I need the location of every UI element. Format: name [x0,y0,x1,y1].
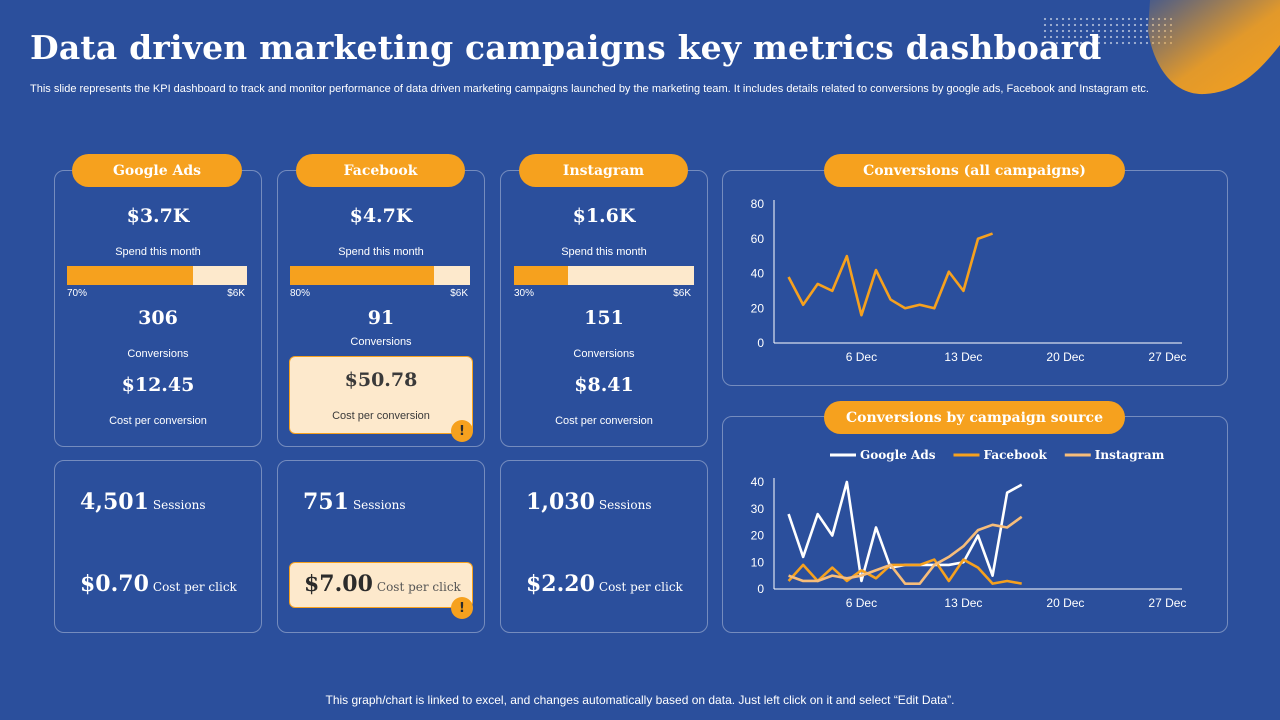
conversions-by-source-chart: 0 10 20 30 40 6 Dec 13 Dec 20 Dec 27 Dec Google A… [751,448,1187,610]
spend-percent-label: 70% [67,288,88,299]
y-tick-label: 30 [751,502,765,516]
spend-max-label: $6K [227,288,245,299]
cost-per-click-value: $0.70 [80,571,149,597]
sessions-value: 751 [303,489,349,515]
cost-per-conversion-highlight: $50.78 Cost per conversion [289,356,473,434]
sessions-label: Sessions [598,498,652,512]
spend-progress-fill [514,266,568,285]
x-tick-label: 6 Dec [846,596,877,610]
spend-value: $4.7K [349,205,413,227]
cost-per-click-label: Cost per click [376,580,461,594]
spend-progress-bar [290,266,470,285]
legend-label: Facebook [983,448,1047,462]
facebook-header-pill: Facebook [296,154,465,187]
x-tick-label: 6 Dec [846,350,877,364]
sessions-label: Sessions [152,498,206,512]
x-tick-label: 27 Dec [1148,350,1186,364]
conversions-by-source-title-pill: Conversions by campaign source [824,401,1125,434]
spend-progress-fill [67,266,193,285]
sessions-value: 4,501 [80,489,149,515]
spend-percent-label: 80% [290,288,311,299]
decorative-orange-shape [1148,0,1280,95]
instagram-header-pill: Instagram [519,154,688,187]
y-tick-label: 80 [751,197,765,211]
x-tick-label: 13 Dec [944,596,982,610]
x-tick-label: 20 Dec [1046,596,1084,610]
y-tick-label: 20 [751,529,765,543]
cost-per-conversion-value: $8.41 [574,374,634,396]
conversions-label: Conversions [127,348,189,360]
cost-per-conversion-label: Cost per conversion [109,415,207,427]
legend-label: Google Ads [860,448,936,462]
x-tick-label: 20 Dec [1046,350,1084,364]
spend-label: Spend this month [338,246,424,258]
y-tick-label: 40 [751,475,765,489]
spend-max-label: $6K [673,288,691,299]
sessions-value: 1,030 [526,489,595,515]
y-tick-label: 60 [751,232,765,246]
spend-value: $3.7K [126,205,190,227]
y-tick-label: 0 [757,582,764,596]
google-ads-header-pill: Google Ads [72,154,242,187]
legend-label: Instagram [1095,448,1165,462]
cost-per-click-label: Cost per click [598,580,683,594]
cost-per-click-line: $2.20 Cost per click [526,571,683,597]
conversions-value: 306 [138,307,178,329]
page-title: Data driven marketing campaigns key metr… [30,28,1102,67]
warning-icon[interactable]: ! [451,420,473,442]
sessions-line: 4,501 Sessions [80,489,205,515]
google-ads-summary-card[interactable]: $3.7K Spend this month 70% $6K 306 Conve… [54,170,262,447]
series-line-instagram [788,515,1023,585]
spend-value: $1.6K [572,205,636,227]
y-tick-label: 20 [751,301,765,315]
spend-percent-label: 30% [514,288,535,299]
facebook-sessions-card[interactable]: 751 Sessions $7.00 Cost per click ! [277,460,485,633]
conversions-label: Conversions [350,336,412,348]
conversions-all-chart: 0 20 40 60 80 6 Dec 13 Dec 20 Dec 27 Dec [751,197,1187,364]
cost-per-conversion-value: $12.45 [121,374,195,396]
spend-max-label: $6K [450,288,468,299]
cost-per-click-value: $2.20 [526,571,595,597]
cost-per-click-highlight: $7.00 Cost per click [289,562,473,608]
sessions-label: Sessions [352,498,406,512]
x-tick-label: 27 Dec [1148,596,1186,610]
y-tick-label: 10 [751,555,765,569]
spend-progress-bar [514,266,694,285]
cost-per-conversion-label: Cost per conversion [555,415,653,427]
warning-icon[interactable]: ! [451,597,473,619]
x-tick-label: 13 Dec [944,350,982,364]
cost-per-click-line: $7.00 Cost per click [304,571,461,597]
instagram-summary-card[interactable]: $1.6K Spend this month 30% $6K 151 Conve… [500,170,708,447]
y-tick-label: 0 [757,336,764,350]
instagram-sessions-card[interactable]: 1,030 Sessions $2.20 Cost per click [500,460,708,633]
cost-per-click-label: Cost per click [152,580,237,594]
spend-progress-bar [67,266,247,285]
sessions-line: 1,030 Sessions [526,489,651,515]
cost-per-conversion-value: $50.78 [344,369,418,391]
sessions-line: 751 Sessions [303,489,406,515]
y-tick-label: 40 [751,267,765,281]
cost-per-click-line: $0.70 Cost per click [80,571,237,597]
spend-label: Spend this month [115,246,201,258]
conversions-value: 91 [367,307,395,329]
series-line-facebook [787,558,1022,585]
cost-per-click-value: $7.00 [304,571,373,597]
footnote: This graph/chart is linked to excel, and… [325,693,955,707]
spend-progress-fill [290,266,434,285]
cost-per-conversion-label: Cost per conversion [332,410,430,422]
conversions-label: Conversions [573,348,635,360]
google-ads-sessions-card[interactable]: 4,501 Sessions $0.70 Cost per click [54,460,262,633]
page-subtitle: This slide represents the KPI dashboard … [30,83,1149,95]
facebook-summary-card[interactable]: $4.7K Spend this month 80% $6K 91 Conver… [277,170,485,447]
conversions-all-title-pill: Conversions (all campaigns) [824,154,1125,187]
spend-label: Spend this month [561,246,647,258]
series-line-all-campaigns [787,232,994,317]
conversions-value: 151 [584,307,624,329]
